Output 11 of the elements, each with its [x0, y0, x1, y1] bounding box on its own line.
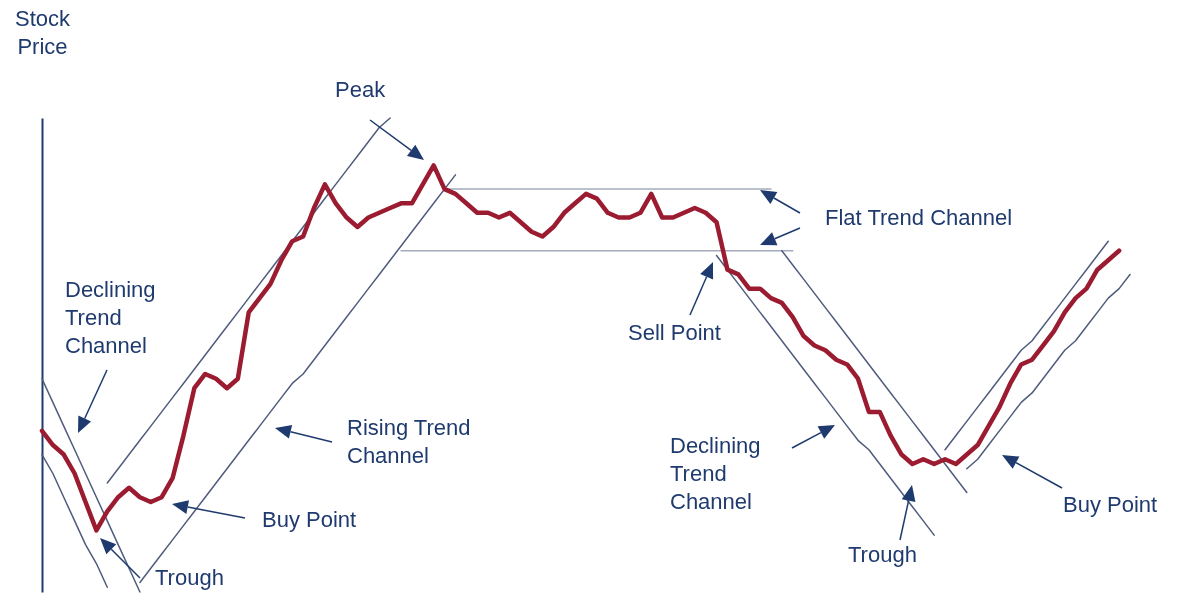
annotation: Buy Point: [1063, 492, 1158, 517]
y-axis-title: Stock Price: [14, 5, 72, 59]
annotation: Buy Point: [262, 507, 357, 532]
annotation: Flat Trend Channel: [825, 205, 1013, 230]
annotation: Declining Trend Channel: [65, 277, 156, 358]
annotation: Rising Trend Channel: [347, 415, 471, 468]
annotation: Declining Trend Channel: [670, 433, 761, 514]
annotation: Trough: [155, 565, 224, 590]
text: Peak: [335, 77, 387, 102]
annotation: Sell Point: [628, 320, 721, 345]
annotation: Trough: [848, 542, 917, 567]
